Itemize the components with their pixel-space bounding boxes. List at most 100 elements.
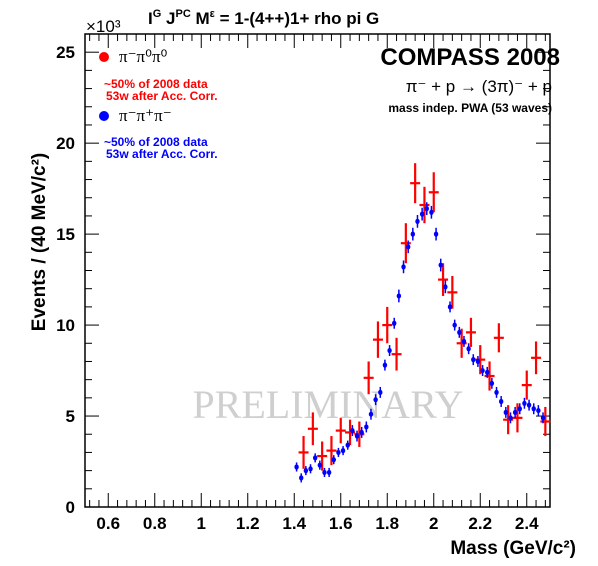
data-point-charged: [378, 386, 383, 398]
data-point-charged: [322, 467, 327, 477]
marker-charged: [508, 415, 513, 421]
data-point-charged: [364, 421, 369, 433]
data-point-charged: [382, 359, 388, 371]
data-point-charged: [373, 394, 378, 406]
marker-charged: [457, 329, 462, 335]
x-tick-label: 1.4: [282, 514, 306, 533]
marker-charged: [345, 442, 350, 448]
data-point-charged: [350, 425, 355, 437]
data-point-neutral: [438, 263, 449, 296]
marker-charged: [317, 462, 323, 468]
data-point-charged: [489, 377, 495, 389]
marker-charged: [359, 429, 364, 436]
data-point-neutral: [391, 337, 402, 371]
data-point-charged: [392, 317, 397, 329]
data-point-neutral: [428, 172, 439, 213]
y-tick-label: 15: [56, 225, 75, 244]
data-point-charged: [461, 335, 467, 347]
data-point-neutral: [410, 163, 421, 204]
data-point-charged: [466, 343, 471, 355]
x-axis-label: Mass (GeV/c²): [450, 538, 576, 559]
data-point-charged: [452, 319, 457, 331]
data-point-charged: [498, 396, 504, 407]
marker-charged: [392, 320, 397, 326]
x-tick-label: 2.4: [515, 514, 539, 533]
chart-title: IG JPC Mε = 1-(4++)1+ rho pi G: [148, 8, 379, 28]
data-point-charged: [517, 403, 522, 415]
data-point-neutral: [400, 223, 411, 264]
data-point-charged: [299, 473, 304, 483]
data-point-neutral: [531, 341, 542, 375]
data-point-neutral: [363, 361, 374, 395]
legend-entry-neutral: π⁻π⁰π⁰ ~50% of 2008 data 53w after Acc. …: [99, 47, 218, 103]
legend-label-neutral: π⁻π⁰π⁰: [119, 47, 168, 66]
marker-charged: [350, 427, 355, 434]
marker-charged: [536, 407, 541, 414]
legend-label-charged: π⁻π⁺π⁻: [119, 106, 172, 125]
marker-charged: [331, 457, 336, 463]
legend-entry-charged: π⁻π⁺π⁻ ~50% of 2008 data 53w after Acc. …: [99, 106, 218, 161]
marker-charged: [340, 448, 346, 454]
data-point-neutral: [326, 436, 337, 466]
experiment-label: COMPASS 2008: [380, 44, 560, 71]
data-point-neutral: [317, 441, 328, 471]
data-point-charged: [531, 403, 536, 415]
y-axis-label: Events / (40 MeV/c²): [29, 153, 50, 331]
data-point-charged: [438, 258, 443, 272]
data-point-charged: [480, 365, 485, 377]
y-tick-label: 25: [56, 43, 75, 62]
data-point-charged: [494, 386, 499, 398]
marker-charged: [405, 244, 411, 250]
x-tick-label: 0.6: [96, 514, 120, 533]
legend-note2-charged: 53w after Acc. Corr.: [106, 147, 218, 161]
marker-charged: [447, 304, 453, 310]
y-multiplier: ×10³: [86, 17, 121, 36]
data-point-charged: [475, 356, 481, 367]
x-tick-label: 1: [197, 514, 206, 533]
y-tick-label: 5: [66, 407, 75, 426]
data-point-charged: [471, 354, 476, 366]
data-point-charged: [433, 227, 439, 241]
data-point-neutral: [447, 275, 458, 309]
data-point-charged: [308, 464, 313, 474]
marker-charged: [415, 218, 420, 224]
data-point-charged: [526, 399, 532, 411]
marker-charged: [452, 322, 457, 328]
data-point-charged: [368, 408, 374, 420]
data-point-charged: [303, 466, 309, 476]
marker-charged: [303, 468, 309, 474]
data-point-charged: [536, 405, 541, 417]
data-point-neutral: [335, 417, 346, 444]
marker-charged: [512, 409, 518, 415]
marker-charged: [429, 209, 434, 215]
data-point-charged: [401, 260, 406, 274]
x-tick-label: 1.8: [375, 514, 399, 533]
marker-charged: [438, 262, 443, 268]
legend-note1-neutral: ~50% of 2008 data: [104, 77, 208, 91]
data-point-charged: [312, 453, 318, 463]
data-point-charged: [317, 460, 323, 470]
data-point-charged: [410, 227, 416, 241]
data-point-charged: [429, 205, 434, 219]
legend-note1-charged: ~50% of 2008 data: [104, 135, 208, 149]
marker-charged: [336, 449, 341, 456]
data-point-neutral: [493, 323, 504, 353]
marker-charged: [443, 284, 448, 290]
legend-marker-neutral: [99, 52, 109, 62]
marker-charged: [433, 231, 439, 237]
marker-charged: [378, 389, 383, 395]
x-tick-label: 2: [429, 514, 438, 533]
marker-charged: [461, 338, 467, 345]
marker-charged: [354, 433, 360, 439]
data-point-neutral: [465, 317, 476, 347]
data-point-neutral: [484, 361, 495, 391]
marker-charged: [480, 367, 485, 374]
data-point-neutral: [307, 412, 318, 446]
data-point-charged: [294, 462, 299, 472]
marker-charged: [471, 357, 476, 363]
legend-marker-charged: [99, 111, 109, 121]
marker-charged: [475, 358, 481, 365]
data-point-charged: [424, 202, 429, 216]
marker-charged: [531, 406, 536, 412]
